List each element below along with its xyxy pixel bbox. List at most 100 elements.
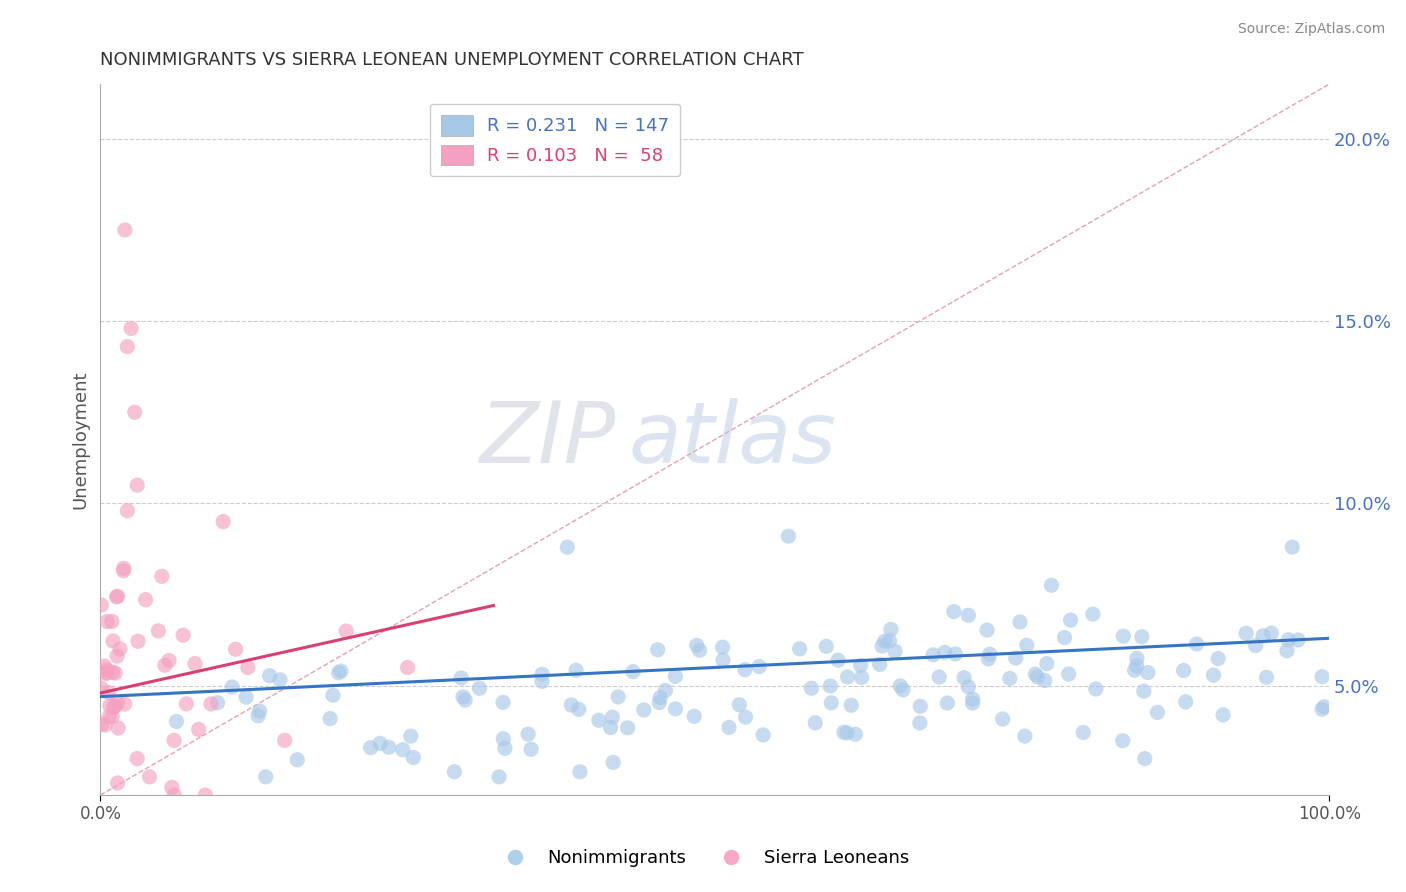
Point — [1251, 629, 1274, 643]
Point — [163, 733, 186, 747]
Point — [330, 664, 353, 678]
Point — [269, 673, 291, 687]
Point — [127, 634, 149, 648]
Point — [820, 696, 842, 710]
Point — [207, 696, 229, 710]
Point — [778, 529, 800, 543]
Point — [377, 740, 399, 755]
Point — [962, 692, 984, 706]
Point — [953, 671, 976, 685]
Point — [368, 736, 391, 750]
Point — [837, 670, 859, 684]
Point — [1244, 639, 1267, 653]
Point — [602, 756, 624, 770]
Point — [117, 504, 139, 518]
Point — [105, 649, 128, 664]
Point — [101, 665, 124, 680]
Point — [101, 709, 124, 723]
Point — [127, 478, 149, 492]
Point — [1234, 626, 1257, 640]
Point — [135, 592, 157, 607]
Text: ZIP: ZIP — [481, 398, 616, 481]
Point — [322, 688, 344, 702]
Point — [804, 715, 827, 730]
Point — [928, 670, 950, 684]
Point — [187, 723, 209, 737]
Point — [835, 726, 858, 740]
Point — [249, 704, 271, 718]
Point — [1132, 684, 1154, 698]
Point — [621, 665, 644, 679]
Point — [943, 647, 966, 661]
Point — [1310, 702, 1333, 716]
Point — [90, 598, 112, 612]
Point — [910, 699, 932, 714]
Point — [114, 697, 136, 711]
Point — [889, 679, 911, 693]
Point — [962, 696, 984, 710]
Point — [184, 657, 207, 671]
Point — [1081, 607, 1104, 621]
Point — [560, 698, 582, 712]
Point — [98, 709, 121, 723]
Point — [531, 667, 554, 681]
Point — [254, 770, 277, 784]
Point — [711, 640, 734, 655]
Point — [517, 727, 540, 741]
Point — [1004, 651, 1026, 665]
Point — [285, 753, 308, 767]
Point — [664, 669, 686, 683]
Point — [1185, 637, 1208, 651]
Point — [1146, 706, 1168, 720]
Point — [1313, 699, 1336, 714]
Point — [654, 683, 676, 698]
Point — [1015, 638, 1038, 652]
Point — [879, 633, 901, 648]
Point — [1084, 681, 1107, 696]
Point — [107, 590, 129, 604]
Point — [891, 682, 914, 697]
Point — [98, 698, 121, 713]
Point — [880, 623, 903, 637]
Point — [942, 605, 965, 619]
Point — [1071, 725, 1094, 739]
Point — [148, 624, 170, 638]
Point — [820, 679, 842, 693]
Point — [450, 671, 472, 685]
Point — [492, 695, 515, 709]
Point — [1206, 651, 1229, 665]
Text: atlas: atlas — [628, 398, 837, 481]
Point — [711, 653, 734, 667]
Point — [647, 642, 669, 657]
Point — [94, 718, 117, 732]
Point — [1174, 695, 1197, 709]
Y-axis label: Unemployment: Unemployment — [72, 370, 89, 508]
Point — [107, 776, 129, 790]
Point — [1136, 665, 1159, 680]
Point — [689, 643, 711, 657]
Point — [957, 680, 980, 694]
Point — [96, 615, 118, 629]
Point — [728, 698, 751, 712]
Legend: Nonimmigrants, Sierra Leoneans: Nonimmigrants, Sierra Leoneans — [489, 842, 917, 874]
Point — [934, 645, 956, 659]
Point — [1202, 668, 1225, 682]
Point — [90, 681, 112, 695]
Point — [96, 663, 118, 677]
Point — [200, 697, 222, 711]
Point — [273, 733, 295, 747]
Point — [1014, 729, 1036, 743]
Point — [752, 728, 775, 742]
Point — [1277, 632, 1299, 647]
Point — [112, 564, 135, 578]
Point — [104, 699, 127, 714]
Point — [1053, 631, 1076, 645]
Point — [96, 666, 118, 681]
Point — [531, 674, 554, 689]
Point — [97, 685, 120, 699]
Point — [112, 561, 135, 575]
Point — [1024, 667, 1046, 681]
Point — [402, 750, 425, 764]
Point — [685, 638, 707, 652]
Point — [93, 659, 115, 673]
